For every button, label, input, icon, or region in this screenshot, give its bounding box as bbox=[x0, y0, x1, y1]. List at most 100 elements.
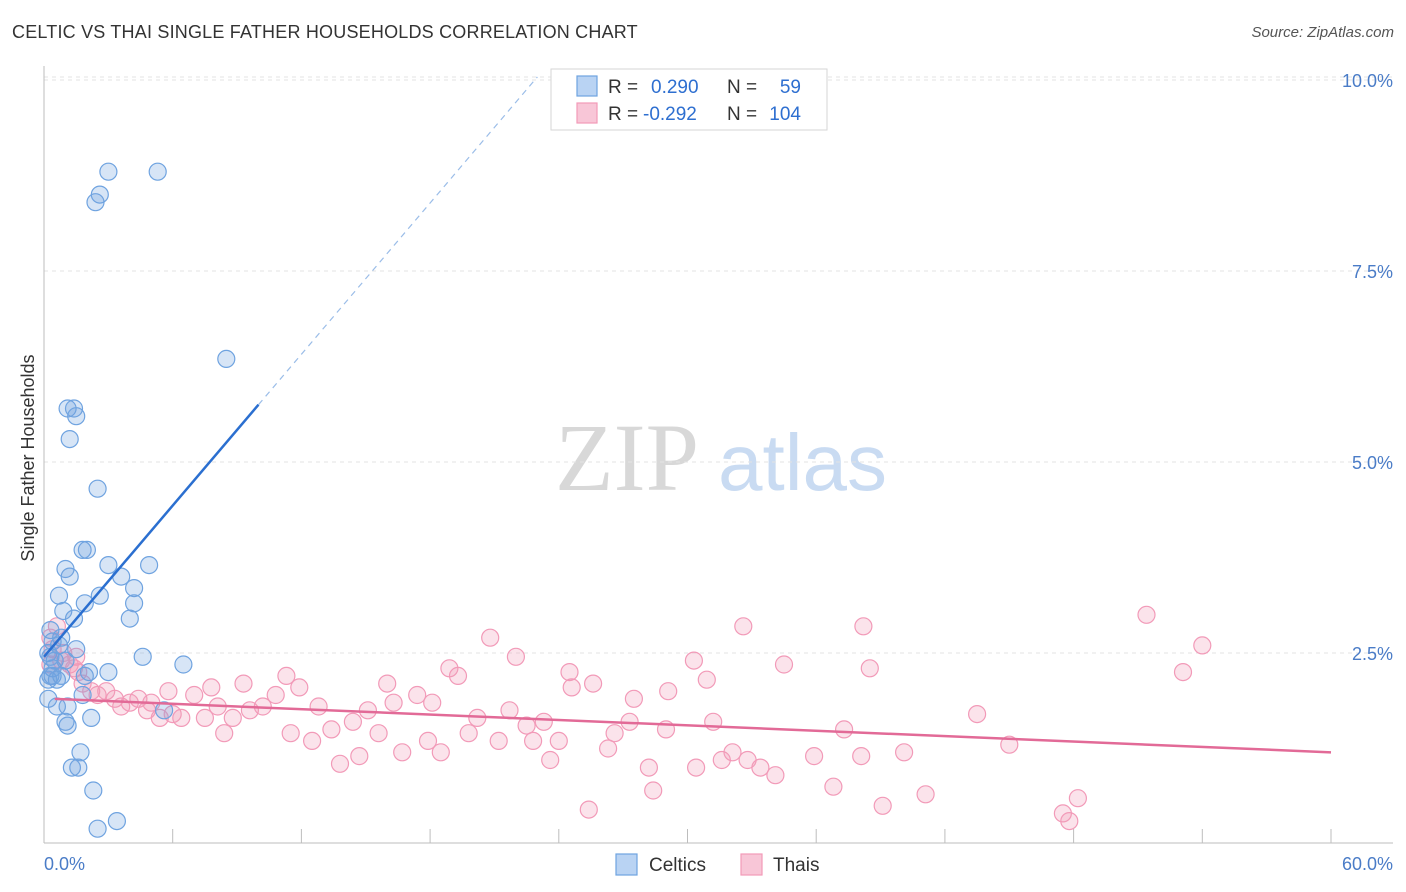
thais-point bbox=[481, 628, 500, 647]
thais-point bbox=[824, 777, 843, 796]
thais-point bbox=[697, 670, 716, 689]
thais-point bbox=[967, 704, 987, 724]
thais-point bbox=[378, 674, 397, 693]
thais-point bbox=[215, 724, 234, 743]
celtics-point bbox=[77, 540, 97, 560]
celtics-point bbox=[155, 701, 174, 720]
trend-lines bbox=[43, 76, 1332, 754]
celtics-point bbox=[88, 819, 107, 838]
thais-point bbox=[1060, 811, 1079, 831]
celtics-point bbox=[67, 407, 86, 426]
thais-point bbox=[448, 666, 468, 686]
thais-point bbox=[277, 666, 296, 686]
y-tick-labels: 2.5% 5.0% 7.5% 10.0% bbox=[1342, 71, 1393, 664]
thais-point bbox=[506, 647, 526, 666]
thais-point bbox=[916, 785, 935, 804]
watermark-zip: ZIP bbox=[555, 404, 699, 511]
y-tick-label-0: 2.5% bbox=[1352, 644, 1393, 664]
bottom-legend-thais: Thais bbox=[773, 855, 819, 876]
celtics-point bbox=[140, 555, 159, 575]
legend-r-label-celtics: R = bbox=[608, 77, 638, 98]
axes bbox=[43, 66, 1393, 844]
y-tick-label-1: 5.0% bbox=[1352, 453, 1393, 473]
celtics-trend-extension bbox=[258, 76, 538, 406]
thais-point bbox=[517, 716, 536, 735]
celtics-point bbox=[99, 662, 118, 682]
watermark-atlas: atlas bbox=[718, 418, 887, 507]
thais-point bbox=[854, 617, 873, 636]
thais-point bbox=[562, 678, 581, 697]
celtics-point bbox=[84, 781, 103, 800]
celtics-point bbox=[58, 716, 77, 735]
legend-n-label-thais: N = bbox=[727, 104, 757, 125]
celtics-point bbox=[99, 555, 118, 575]
thais-point bbox=[834, 720, 854, 739]
celtics-point bbox=[217, 349, 236, 368]
legend-n-value-thais: 104 bbox=[769, 104, 801, 125]
chart-title: CELTIC VS THAI SINGLE FATHER HOUSEHOLDS … bbox=[12, 22, 638, 42]
series-celtics-points bbox=[39, 162, 236, 838]
celtics-point bbox=[90, 185, 109, 204]
thais-point bbox=[159, 682, 178, 701]
thais-point bbox=[598, 739, 618, 758]
thais-point bbox=[734, 617, 753, 636]
thais-point bbox=[303, 731, 322, 751]
thais-point bbox=[644, 781, 663, 800]
celtics-point bbox=[133, 647, 152, 666]
celtics-point bbox=[73, 540, 92, 560]
thais-point bbox=[195, 708, 214, 728]
gridlines bbox=[44, 76, 1393, 654]
legend-r-label-thais: R = bbox=[608, 104, 638, 125]
celtics-point bbox=[71, 743, 90, 762]
legend-n-value-celtics: 59 bbox=[780, 77, 801, 98]
celtics-point bbox=[174, 655, 193, 674]
watermark: ZIP atlas bbox=[555, 404, 887, 511]
thais-point bbox=[804, 746, 824, 766]
y-tick-label-3: 10.0% bbox=[1342, 71, 1393, 91]
thais-point bbox=[659, 682, 678, 701]
legend-n-label-celtics: N = bbox=[727, 77, 757, 98]
thais-point bbox=[541, 750, 560, 770]
thais-point bbox=[223, 708, 242, 728]
thais-point bbox=[350, 746, 369, 766]
thais-point bbox=[751, 758, 770, 777]
thais-point bbox=[873, 796, 892, 815]
x-tick-label-max: 60.0% bbox=[1342, 854, 1393, 874]
thais-point bbox=[583, 674, 603, 693]
thais-point bbox=[163, 704, 182, 724]
thais-trend-line bbox=[54, 697, 1332, 754]
thais-point bbox=[560, 662, 579, 682]
thais-point bbox=[202, 678, 221, 697]
thais-point bbox=[234, 674, 253, 693]
correlation-legend: R = 0.290 N = 59 R = -0.292 N = 104 bbox=[550, 68, 828, 131]
thais-point bbox=[1068, 789, 1088, 808]
thais-point bbox=[418, 731, 438, 751]
thais-point bbox=[894, 743, 914, 762]
celtics-point bbox=[107, 811, 127, 831]
thais-point bbox=[549, 731, 568, 751]
thais-point bbox=[172, 708, 191, 728]
celtics-point bbox=[99, 162, 118, 181]
thais-point bbox=[358, 701, 377, 720]
celtics-point bbox=[75, 666, 94, 686]
legend-swatch-celtics bbox=[576, 75, 598, 97]
celtics-point bbox=[56, 651, 75, 670]
thais-point bbox=[1000, 735, 1019, 754]
celtics-point bbox=[58, 697, 77, 716]
thais-point bbox=[343, 712, 362, 731]
celtics-point bbox=[49, 586, 69, 605]
y-axis-label: Single Father Households bbox=[18, 354, 38, 561]
celtics-point bbox=[39, 670, 58, 689]
thais-point bbox=[489, 731, 508, 751]
legend-swatch-thais bbox=[576, 102, 598, 124]
thais-point bbox=[500, 701, 519, 720]
thais-point bbox=[860, 659, 879, 678]
thais-point bbox=[431, 743, 450, 762]
thais-point bbox=[408, 685, 427, 705]
celtics-point bbox=[125, 578, 144, 598]
celtics-point bbox=[60, 430, 79, 449]
x-tick-label-min: 0.0% bbox=[44, 854, 85, 874]
celtics-point bbox=[90, 586, 109, 605]
celtics-point bbox=[69, 758, 88, 777]
thais-point bbox=[393, 743, 412, 762]
